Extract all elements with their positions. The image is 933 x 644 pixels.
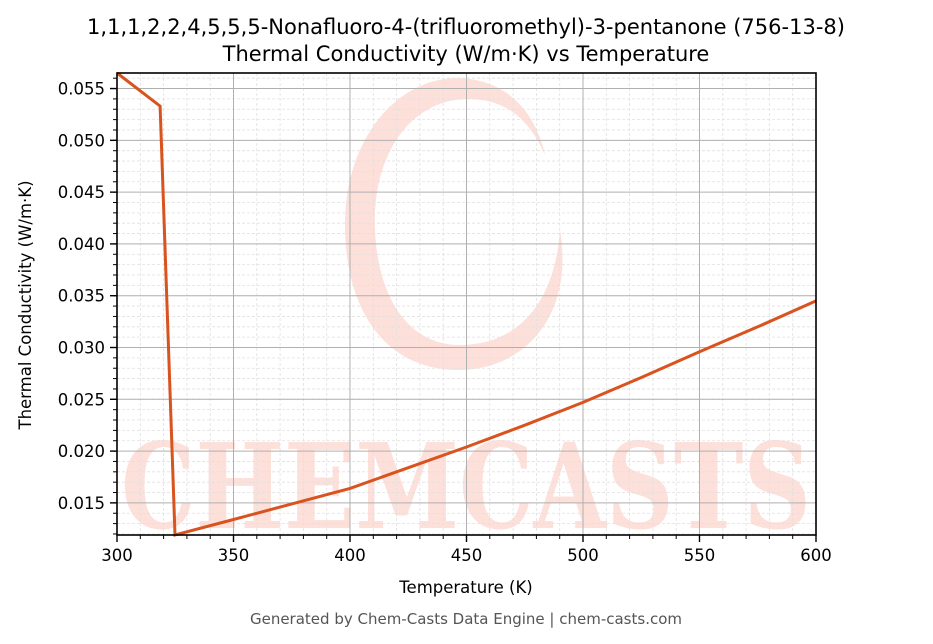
footer-credit: Generated by Chem-Casts Data Engine | ch…	[250, 610, 682, 628]
x-tick-label: 550	[684, 546, 716, 565]
x-tick-label: 600	[800, 546, 832, 565]
major-gridlines	[116, 73, 817, 535]
x-axis: 300 350 400 450 500 550 600	[101, 535, 832, 565]
y-axis: 0.015 0.020 0.025 0.030 0.035 0.040 0.045 0.050…	[58, 77, 117, 535]
y-tick-label: 0.015	[58, 494, 105, 513]
x-tick-label: 400	[334, 546, 366, 565]
chart-title: 1,1,1,2,2,4,5,5,5-Nonafluoro-4-(trifluor…	[87, 15, 845, 39]
y-tick-label: 0.055	[58, 80, 105, 99]
x-tick-label: 300	[101, 546, 133, 565]
y-tick-label: 0.030	[58, 339, 105, 358]
x-tick-label: 450	[451, 546, 483, 565]
chart-subtitle: Thermal Conductivity (W/m·K) vs Temperat…	[222, 42, 710, 66]
y-tick-label: 0.050	[58, 131, 105, 150]
y-tick-label: 0.035	[58, 287, 105, 306]
x-axis-label: Temperature (K)	[398, 578, 532, 597]
y-tick-label: 0.040	[58, 235, 105, 254]
x-tick-label: 350	[218, 546, 250, 565]
y-axis-label: Thermal Conductivity (W/m·K)	[16, 180, 35, 430]
y-tick-label: 0.025	[58, 390, 105, 409]
data-series	[116, 71, 817, 537]
x-tick-label: 500	[567, 546, 599, 565]
y-tick-label: 0.020	[58, 442, 105, 461]
thermal-conductivity-line	[116, 71, 817, 537]
y-tick-label: 0.045	[58, 183, 105, 202]
